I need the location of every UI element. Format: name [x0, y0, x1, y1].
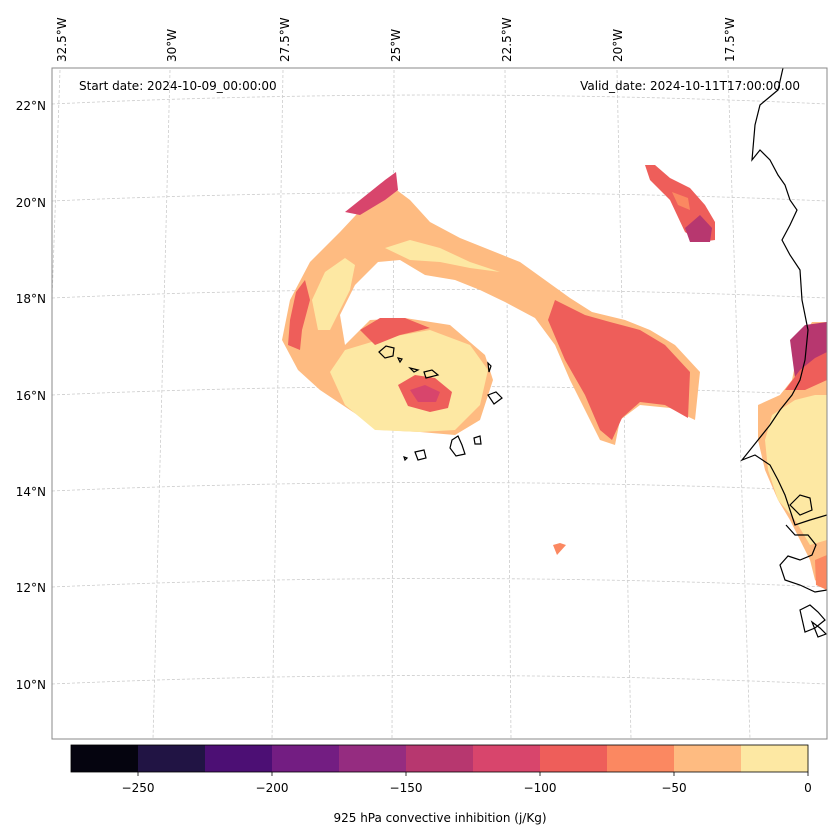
cin-band-red-tail: [548, 300, 690, 440]
valid-date-text: Valid_date: 2024-10-11T17:00:00.00: [580, 79, 800, 93]
colorbar-segment-0: [71, 745, 139, 772]
lon-label-20w: 20°W: [611, 29, 625, 62]
colorbar-segment-2: [205, 745, 273, 772]
lon-label-32.5w: 32.5°W: [55, 17, 69, 62]
meridian-30w: [152, 69, 171, 739]
island-sal: [487, 361, 492, 373]
lon-label-30w: 30°W: [165, 29, 179, 62]
island-fogo: [414, 449, 427, 461]
colorbar-border: [70, 744, 809, 773]
island-santo-antao: [378, 345, 395, 359]
island-maio: [473, 435, 482, 445]
cin-band-light-upper: [385, 240, 500, 272]
cin-core-magenta: [410, 385, 440, 402]
lat-label-12n: 12°N: [16, 581, 46, 595]
lat-label-20n: 20°N: [16, 196, 46, 210]
lat-label-10n: 10°N: [16, 678, 46, 692]
meridian-22.5w: [504, 69, 512, 739]
cin-north-core-red: [360, 318, 430, 345]
meridian-20w: [616, 69, 632, 739]
meridian-32.5w: [52, 69, 61, 301]
colorbar-segment-9: [674, 745, 742, 772]
colorbar-ticks: −250 −200 −150 −100 −50 0: [122, 781, 812, 795]
meridian-27.5w: [271, 69, 284, 739]
lon-label-27.5w: 27.5°W: [278, 17, 292, 62]
lat-label-14n: 14°N: [16, 485, 46, 499]
cin-blob-se: [553, 543, 566, 555]
coastlines: [378, 68, 827, 638]
colorbar-segment-7: [540, 745, 608, 772]
parallel-10n: [52, 675, 827, 685]
cin-coast-orange-south: [815, 555, 827, 590]
colorbar-label: 925 hPa convective inhibition (j/Kg): [333, 811, 546, 825]
colorbar-segment-5: [406, 745, 474, 772]
lon-label-22.5w: 22.5°W: [500, 17, 514, 62]
colorbar: [70, 744, 809, 776]
parallel-18n: [52, 289, 827, 299]
cin-field: [282, 165, 827, 590]
lon-label-17.5w: 17.5°W: [723, 17, 737, 62]
colorbar-segment-8: [607, 745, 675, 772]
colorbar-segment-1: [138, 745, 206, 772]
africa-coastline: [740, 68, 827, 638]
map-frame: [51, 67, 828, 740]
island-santiago: [449, 435, 466, 457]
latitude-labels: 22°N 20°N 18°N 16°N 14°N 12°N 10°N: [16, 99, 46, 692]
cb-tick-minus150: −150: [390, 781, 423, 795]
colorbar-segment-10: [741, 745, 809, 772]
island-sao-vicente: [396, 357, 403, 364]
cb-tick-minus200: −200: [256, 781, 289, 795]
meridian-17.5w: [727, 69, 751, 739]
cb-tick-minus100: −100: [524, 781, 557, 795]
cin-band-magenta-nw: [345, 172, 398, 215]
longitude-labels: 32.5°W 30°W 27.5°W 25°W 22.5°W 20°W 17.5…: [55, 17, 737, 62]
lat-label-16n: 16°N: [16, 389, 46, 403]
parallel-12n: [52, 578, 827, 588]
lat-label-22n: 22°N: [16, 99, 46, 113]
colorbar-segment-3: [272, 745, 340, 772]
parallel-22n: [52, 94, 827, 105]
cin-band-red-nw: [288, 280, 310, 350]
cin-coast-red: [785, 352, 827, 390]
lat-label-18n: 18°N: [16, 292, 46, 306]
parallel-14n: [52, 482, 827, 492]
cb-tick-minus250: −250: [122, 781, 155, 795]
parallel-20n: [52, 192, 827, 202]
start-date-text: Start date: 2024-10-09_00:00:00: [79, 79, 277, 93]
colorbar-segment-4: [339, 745, 407, 772]
cin-streak-ne-magenta: [685, 215, 712, 242]
cin-band-light-inner: [312, 258, 355, 330]
colorbar-segment-6: [473, 745, 541, 772]
cb-tick-minus50: −50: [661, 781, 686, 795]
cb-tick-0: 0: [804, 781, 812, 795]
island-boavista: [487, 391, 503, 405]
lon-label-25w: 25°W: [389, 29, 403, 62]
island-brava: [403, 456, 409, 462]
cin-streak-ne-light: [672, 192, 690, 210]
island-sao-nicolau: [408, 366, 420, 373]
island-boavista-north: [423, 369, 440, 379]
